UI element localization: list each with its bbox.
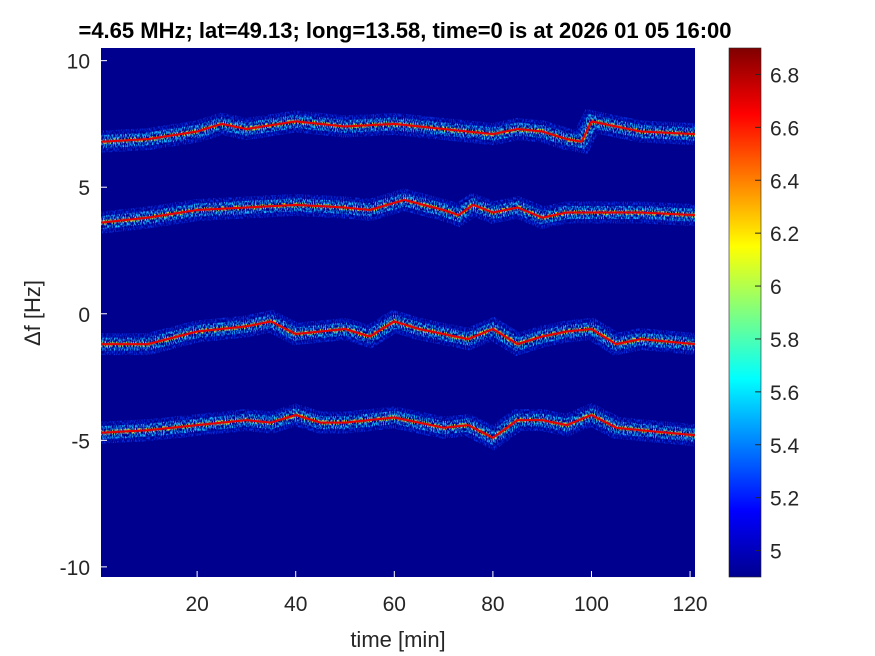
trace-1 bbox=[101, 108, 695, 154]
x-axis-ticks: 20 40 60 80 100 120 bbox=[185, 571, 708, 616]
signal-traces bbox=[101, 108, 695, 451]
y-axis-ticks: -10 -5 0 5 10 bbox=[60, 51, 107, 580]
y-axis-label: Δf [Hz] bbox=[20, 280, 45, 346]
chart-title: =4.65 MHz; lat=49.13; long=13.58, time=0… bbox=[78, 18, 731, 43]
colorbar-tick-label: 5.4 bbox=[770, 435, 800, 458]
x-tick-label: 80 bbox=[481, 593, 504, 616]
colorbar-tick-label: 5 bbox=[770, 541, 782, 564]
colorbar-tick-label: 5.2 bbox=[770, 488, 799, 511]
colorbar-tick-label: 6.6 bbox=[770, 117, 799, 140]
trace-2 bbox=[101, 188, 695, 234]
x-tick-label: 120 bbox=[673, 593, 708, 616]
colorbar bbox=[728, 47, 762, 578]
colorbar-tick-label: 6.8 bbox=[770, 64, 799, 87]
trace-4 bbox=[101, 402, 695, 451]
trace-line bbox=[101, 198, 695, 224]
y-tick-label: 10 bbox=[67, 51, 90, 74]
colorbar-tick-label: 6.2 bbox=[770, 223, 799, 246]
colorbar-tick-label: 6.4 bbox=[770, 170, 800, 193]
y-tick-label: -10 bbox=[60, 557, 90, 580]
x-tick-label: 40 bbox=[284, 593, 307, 616]
trace-line bbox=[101, 320, 695, 346]
y-tick-label: -5 bbox=[71, 430, 90, 453]
y-tick-label: 5 bbox=[78, 177, 90, 200]
colorbar-ticks: 5 5.2 5.4 5.6 5.8 6 6.2 6.4 6.6 6.8 bbox=[755, 64, 800, 564]
colorbar-tick-label: 6 bbox=[770, 276, 782, 299]
colorbar-tick-label: 5.6 bbox=[770, 382, 799, 405]
colorbar-tick-label: 5.8 bbox=[770, 329, 799, 352]
x-axis-label: time [min] bbox=[350, 627, 445, 652]
trace-line bbox=[101, 414, 695, 439]
x-tick-label: 100 bbox=[574, 593, 609, 616]
trace-3 bbox=[101, 309, 695, 357]
x-tick-label: 20 bbox=[185, 593, 208, 616]
y-tick-label: 0 bbox=[78, 304, 90, 327]
trace-line bbox=[101, 120, 695, 143]
x-tick-label: 60 bbox=[383, 593, 406, 616]
